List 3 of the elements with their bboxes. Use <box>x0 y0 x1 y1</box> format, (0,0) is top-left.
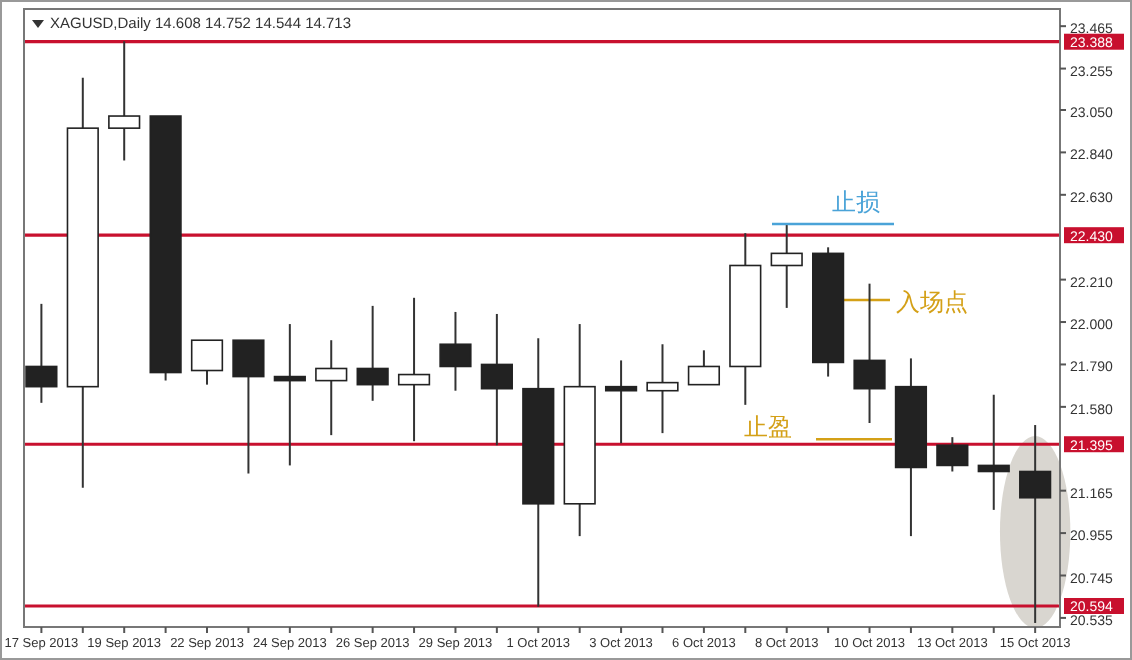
annotation: 入场点 <box>896 288 968 316</box>
annotation: 止盈 <box>744 413 792 442</box>
annotation: 止损 <box>832 188 880 216</box>
